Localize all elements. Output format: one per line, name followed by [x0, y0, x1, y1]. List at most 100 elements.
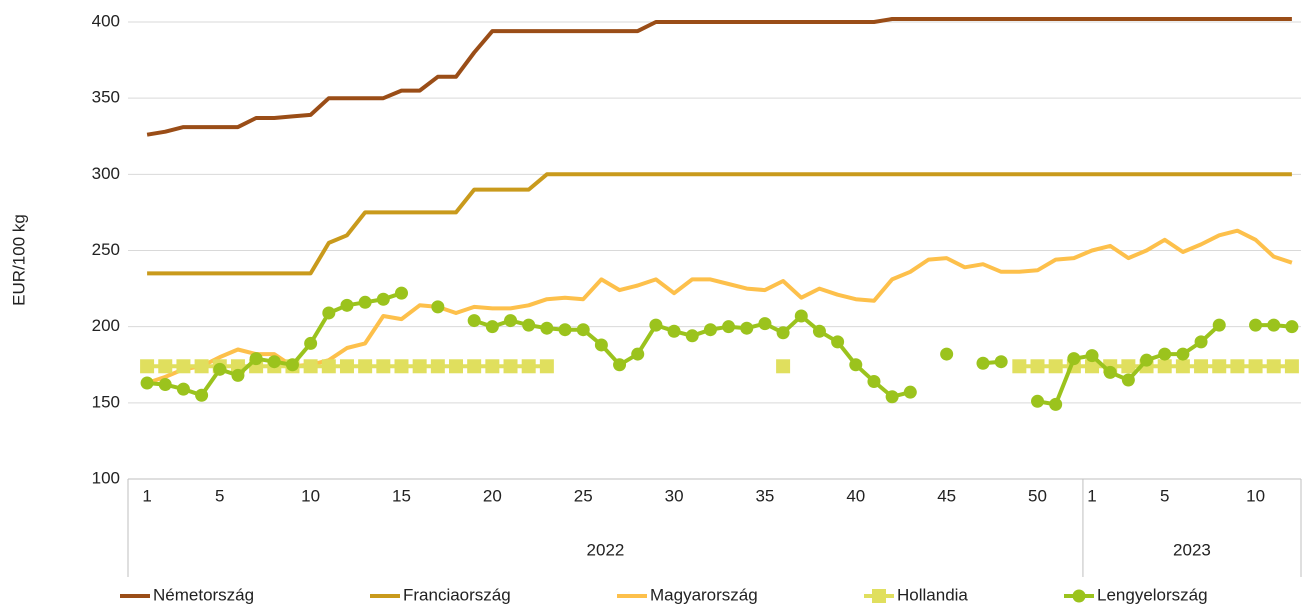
marker [340, 298, 354, 312]
legend-label: Lengyelország [1097, 585, 1208, 604]
marker [631, 347, 645, 361]
x-tick-label: 35 [755, 486, 774, 505]
marker [540, 321, 554, 335]
marker [1158, 347, 1172, 361]
marker [994, 355, 1008, 369]
marker [940, 347, 954, 361]
marker [176, 382, 190, 396]
marker [1067, 352, 1081, 366]
legend-label: Németország [153, 585, 254, 604]
marker [504, 314, 518, 328]
legend-label: Magyarország [650, 585, 758, 604]
marker [1267, 318, 1281, 332]
marker [503, 359, 518, 374]
marker [594, 338, 608, 352]
series-line [146, 291, 1293, 407]
marker [322, 306, 336, 320]
marker [449, 359, 464, 374]
marker [412, 359, 427, 374]
marker [394, 359, 409, 374]
marker [812, 324, 826, 338]
marker [1103, 365, 1117, 379]
marker [1285, 320, 1299, 334]
marker [1049, 397, 1063, 411]
marker [758, 317, 772, 331]
x-tick-label: 1 [142, 486, 151, 505]
marker [358, 359, 373, 374]
marker [339, 359, 354, 374]
marker [358, 295, 372, 309]
marker [249, 352, 263, 366]
y-tick-label: 100 [92, 468, 120, 487]
marker [213, 362, 227, 376]
marker [1048, 359, 1063, 374]
marker [1248, 359, 1263, 374]
marker [1072, 589, 1086, 603]
marker [285, 358, 299, 372]
y-tick-label: 350 [92, 88, 120, 107]
series-line [146, 228, 1293, 385]
legend-label: Franciaország [403, 585, 511, 604]
marker [231, 368, 245, 382]
marker [1194, 335, 1208, 349]
x-tick-label: 50 [1028, 486, 1047, 505]
group-label: 2023 [1173, 540, 1211, 559]
y-tick-label: 300 [92, 164, 120, 183]
marker [467, 359, 482, 374]
marker [431, 300, 445, 314]
marker [685, 329, 699, 343]
marker [776, 326, 790, 340]
marker [1157, 359, 1172, 374]
marker [740, 321, 754, 335]
marker [667, 324, 681, 338]
marker [485, 359, 500, 374]
marker [722, 320, 736, 334]
marker [539, 359, 554, 374]
y-tick-label: 150 [92, 392, 120, 411]
marker [1031, 394, 1045, 408]
marker [176, 359, 191, 374]
marker [903, 385, 917, 399]
y-axis-label: EUR/100 kg [9, 214, 28, 306]
x-tick-label: 10 [1246, 486, 1265, 505]
x-tick-label: 5 [1160, 486, 1169, 505]
y-tick-label: 400 [92, 11, 120, 30]
x-tick-label: 15 [392, 486, 411, 505]
marker [1121, 359, 1136, 374]
marker [1121, 373, 1135, 387]
marker [521, 359, 536, 374]
marker [195, 388, 209, 402]
marker [649, 318, 663, 332]
marker [1012, 359, 1027, 374]
marker [885, 390, 899, 404]
marker [430, 359, 445, 374]
legend-label: Hollandia [897, 585, 968, 604]
marker [867, 375, 881, 389]
x-tick-label: 25 [574, 486, 593, 505]
marker [158, 378, 172, 392]
marker [1212, 359, 1227, 374]
marker [1212, 318, 1226, 332]
x-tick-label: 30 [665, 486, 684, 505]
marker [703, 323, 717, 337]
marker [1085, 349, 1099, 363]
marker [1249, 318, 1263, 332]
marker [849, 358, 863, 372]
group-label: 2022 [587, 540, 625, 559]
marker [522, 318, 536, 332]
marker [394, 286, 408, 300]
marker [267, 355, 281, 369]
series-line [147, 172, 1292, 276]
marker [1284, 359, 1299, 374]
marker [872, 589, 886, 603]
marker [1176, 347, 1190, 361]
marker [376, 359, 391, 374]
marker [321, 359, 336, 374]
marker [1175, 359, 1190, 374]
y-tick-label: 200 [92, 316, 120, 335]
marker [576, 323, 590, 337]
marker [776, 359, 791, 374]
x-tick-label: 10 [301, 486, 320, 505]
marker [1266, 359, 1281, 374]
